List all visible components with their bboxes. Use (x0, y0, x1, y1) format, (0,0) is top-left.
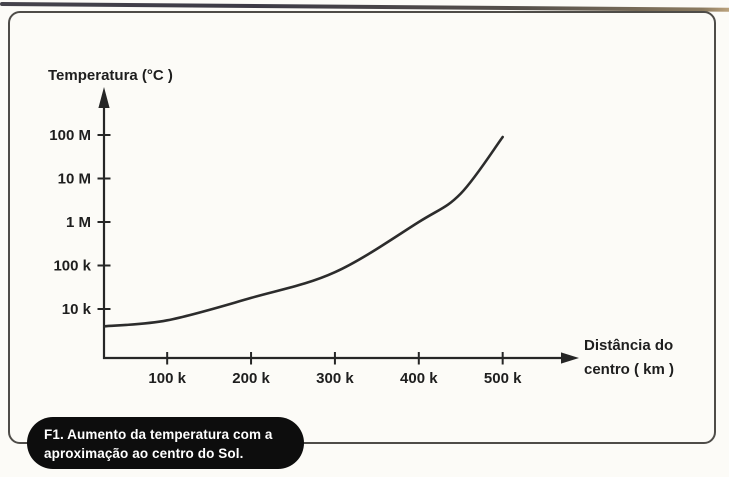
y-tick-label: 100 M (49, 127, 91, 144)
temperature-curve (103, 135, 504, 328)
caption-line2: aproximação ao centro do Sol. (44, 446, 244, 461)
y-tick-label: 100 k (53, 258, 91, 275)
figure-frame (8, 11, 716, 444)
x-tick-label: 400 k (400, 370, 438, 387)
x-axis-title-line1: Distância do (584, 337, 673, 354)
x-tick-label: 300 k (316, 370, 354, 387)
y-tick-label: 1 M (66, 214, 91, 231)
y-tick-label: 10 M (58, 171, 91, 188)
y-axis-arrowhead-icon (98, 87, 110, 108)
y-axis-title: Temperatura (°C ) (48, 67, 173, 84)
y-tick-label: 10 k (62, 301, 92, 318)
x-axis-title-line2: centro ( km ) (584, 361, 674, 378)
x-axis-ticks: 100 k 200 k 300 k 400 k 500 k (148, 352, 522, 387)
caption-line1: F1. Aumento da temperatura com a (44, 427, 273, 442)
x-tick-label: 100 k (148, 370, 186, 387)
x-axis-arrowhead-icon (561, 352, 579, 364)
x-tick-label: 200 k (232, 370, 270, 387)
figure-caption: F1. Aumento da temperatura com a aproxim… (27, 417, 304, 469)
x-tick-label: 500 k (484, 370, 522, 387)
y-axis-ticks: 100 M 10 M 1 M 100 k 10 k (49, 127, 111, 318)
